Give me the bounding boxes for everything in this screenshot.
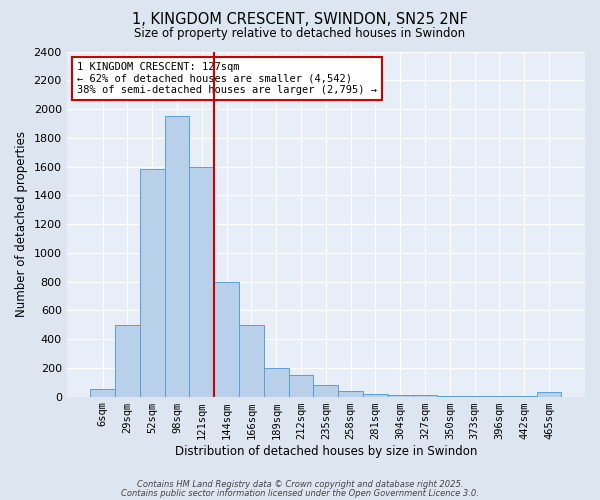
X-axis label: Distribution of detached houses by size in Swindon: Distribution of detached houses by size … — [175, 444, 477, 458]
Bar — [388, 395, 413, 396]
Bar — [190, 166, 214, 396]
Bar — [90, 390, 115, 396]
Bar — [140, 170, 164, 396]
Bar — [115, 324, 140, 396]
Bar — [413, 395, 437, 396]
Y-axis label: Number of detached properties: Number of detached properties — [15, 131, 28, 317]
Bar — [313, 385, 338, 396]
Bar — [536, 392, 562, 396]
Bar — [214, 282, 239, 397]
Text: 1, KINGDOM CRESCENT, SWINDON, SN25 2NF: 1, KINGDOM CRESCENT, SWINDON, SN25 2NF — [132, 12, 468, 28]
Bar — [289, 375, 313, 396]
Bar — [338, 391, 363, 396]
Bar — [264, 368, 289, 396]
Text: 1 KINGDOM CRESCENT: 127sqm
← 62% of detached houses are smaller (4,542)
38% of s: 1 KINGDOM CRESCENT: 127sqm ← 62% of deta… — [77, 62, 377, 95]
Text: Contains HM Land Registry data © Crown copyright and database right 2025.: Contains HM Land Registry data © Crown c… — [137, 480, 463, 489]
Text: Size of property relative to detached houses in Swindon: Size of property relative to detached ho… — [134, 28, 466, 40]
Bar — [363, 394, 388, 396]
Text: Contains public sector information licensed under the Open Government Licence 3.: Contains public sector information licen… — [121, 488, 479, 498]
Bar — [239, 324, 264, 396]
Bar — [164, 116, 190, 396]
